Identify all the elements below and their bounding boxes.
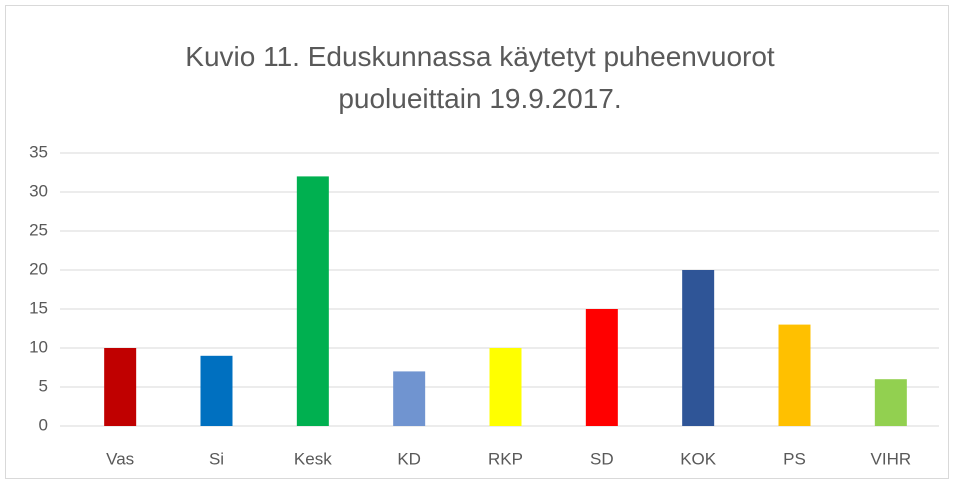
bar bbox=[489, 348, 522, 426]
x-tick-label: VIHR bbox=[871, 449, 912, 468]
x-tick-label: Si bbox=[209, 449, 224, 468]
y-tick-label: 5 bbox=[39, 376, 48, 395]
x-tick-label: Vas bbox=[106, 449, 134, 468]
bar bbox=[296, 176, 329, 426]
bar bbox=[393, 371, 426, 426]
chart-frame bbox=[5, 5, 949, 479]
bar bbox=[104, 348, 137, 426]
y-tick-label: 30 bbox=[29, 181, 48, 200]
bar bbox=[682, 270, 715, 426]
x-tick-label: KD bbox=[397, 449, 421, 468]
y-tick-label: 15 bbox=[29, 298, 48, 317]
bar bbox=[200, 355, 233, 426]
y-tick-label: 0 bbox=[39, 415, 48, 434]
y-tick-label: 25 bbox=[29, 220, 48, 239]
bar bbox=[874, 379, 907, 426]
x-tick-label: SD bbox=[590, 449, 614, 468]
x-tick-label: RKP bbox=[488, 449, 523, 468]
bar bbox=[585, 309, 618, 426]
bar bbox=[778, 324, 811, 426]
y-tick-label: 35 bbox=[29, 142, 48, 161]
chart-title: Kuvio 11. Eduskunnassa käytetyt puheenvu… bbox=[185, 41, 775, 114]
x-tick-label: Kesk bbox=[294, 449, 332, 468]
y-tick-label: 20 bbox=[29, 259, 48, 278]
x-tick-label: KOK bbox=[680, 449, 717, 468]
y-tick-label: 10 bbox=[29, 337, 48, 356]
x-tick-label: PS bbox=[783, 449, 806, 468]
